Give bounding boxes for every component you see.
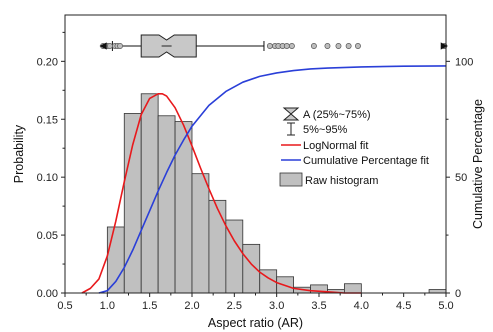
x-tick-label: 3.0 [269, 300, 284, 312]
fit-curves [81, 65, 447, 294]
axes: 0.5 1.0 1.5 2.0 2.5 3.0 3.5 4.0 4.5 5.0 0.00 0.05 0.… [12, 14, 485, 330]
histogram-bar [208, 199, 227, 294]
boxplot-outlier [266, 43, 273, 49]
y-axis-title: Probability [12, 124, 26, 183]
y-tick-label: 0.20 [37, 56, 58, 68]
boxplot-max-marker [440, 42, 448, 50]
y2-axis-title: Cumulative Percentage [471, 99, 485, 229]
legend-label-box: A (25%~75%) [303, 109, 371, 121]
cumulative-fit-line [98, 65, 447, 294]
y-tick-label: 0.15 [37, 114, 58, 126]
boxplot-outlier [324, 43, 331, 49]
histogram-bar [174, 121, 193, 294]
y-tick-label: 0.05 [37, 230, 58, 242]
histogram-bar [140, 93, 159, 294]
legend-label-whisker: 5%~95% [303, 124, 348, 136]
legend: A (25%~75%) 5%~95% LogNormal fit Cumulative… [279, 107, 429, 187]
x-tick-label: 1.0 [100, 300, 115, 312]
boxplot-outlier [283, 43, 290, 49]
x-tick-label: 1.5 [142, 300, 157, 312]
y-tick-label: 0.00 [37, 288, 58, 300]
legend-label-cumulative: Cumulative Percentage fit [303, 155, 429, 167]
boxplot [99, 34, 448, 58]
boxplot-outlier [335, 43, 342, 49]
y2-tick-label: 0 [455, 288, 461, 300]
x-tick-label: 0.5 [57, 300, 72, 312]
boxplot-outlier [106, 43, 113, 49]
legend-label-lognormal: LogNormal fit [303, 140, 368, 152]
lognormal-fit-line [81, 92, 362, 294]
boxplot-outlier [117, 43, 123, 49]
x-tick-label: 2.5 [227, 300, 242, 312]
x-tick-label: 2.0 [184, 300, 199, 312]
histogram-bar [123, 113, 142, 294]
histogram-bar [343, 283, 362, 294]
y-tick-label: 0.10 [37, 172, 58, 184]
boxplot-outlier [288, 43, 295, 49]
x-tick-label: 5.0 [438, 300, 453, 312]
legend-box-symbol [282, 107, 300, 121]
boxplot-outlier [345, 43, 352, 49]
x-tick-label: 3.5 [311, 300, 326, 312]
y2-tick-label: 50 [455, 172, 467, 184]
x-tick-label: 4.0 [354, 300, 369, 312]
histogram-bar [191, 173, 210, 294]
histogram-bar [106, 226, 125, 294]
histogram-bars [106, 93, 447, 294]
y2-tick-label: 100 [455, 56, 473, 68]
boxplot-min-marker [99, 42, 107, 50]
histogram-bar [157, 115, 176, 294]
boxplot-outlier [354, 43, 361, 49]
legend-label-histogram: Raw histogram [305, 175, 378, 187]
legend-histogram-symbol [279, 172, 303, 187]
x-axis-title: Aspect ratio (AR) [208, 316, 303, 330]
x-tick-label: 4.5 [396, 300, 411, 312]
boxplot-outlier [310, 43, 317, 49]
histogram-bar [428, 289, 447, 294]
